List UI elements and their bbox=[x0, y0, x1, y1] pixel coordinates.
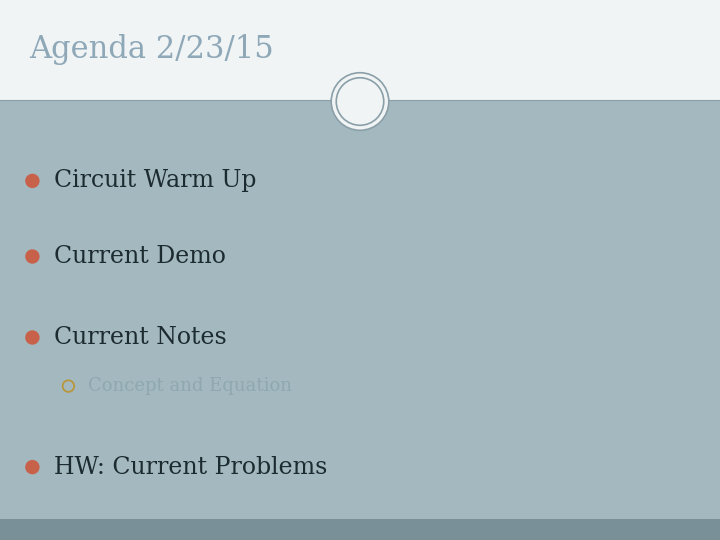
Ellipse shape bbox=[25, 174, 40, 188]
Text: Circuit Warm Up: Circuit Warm Up bbox=[54, 170, 256, 192]
Ellipse shape bbox=[25, 460, 40, 474]
Ellipse shape bbox=[25, 249, 40, 264]
FancyBboxPatch shape bbox=[0, 519, 720, 540]
Ellipse shape bbox=[331, 73, 389, 130]
Text: Agenda 2/23/15: Agenda 2/23/15 bbox=[29, 35, 274, 65]
Text: Concept and Equation: Concept and Equation bbox=[88, 377, 292, 395]
Ellipse shape bbox=[336, 78, 384, 125]
Text: HW: Current Problems: HW: Current Problems bbox=[54, 456, 328, 478]
Ellipse shape bbox=[25, 330, 40, 345]
Ellipse shape bbox=[343, 84, 377, 119]
Text: Current Notes: Current Notes bbox=[54, 326, 227, 349]
Text: Current Demo: Current Demo bbox=[54, 245, 226, 268]
FancyBboxPatch shape bbox=[0, 0, 720, 100]
